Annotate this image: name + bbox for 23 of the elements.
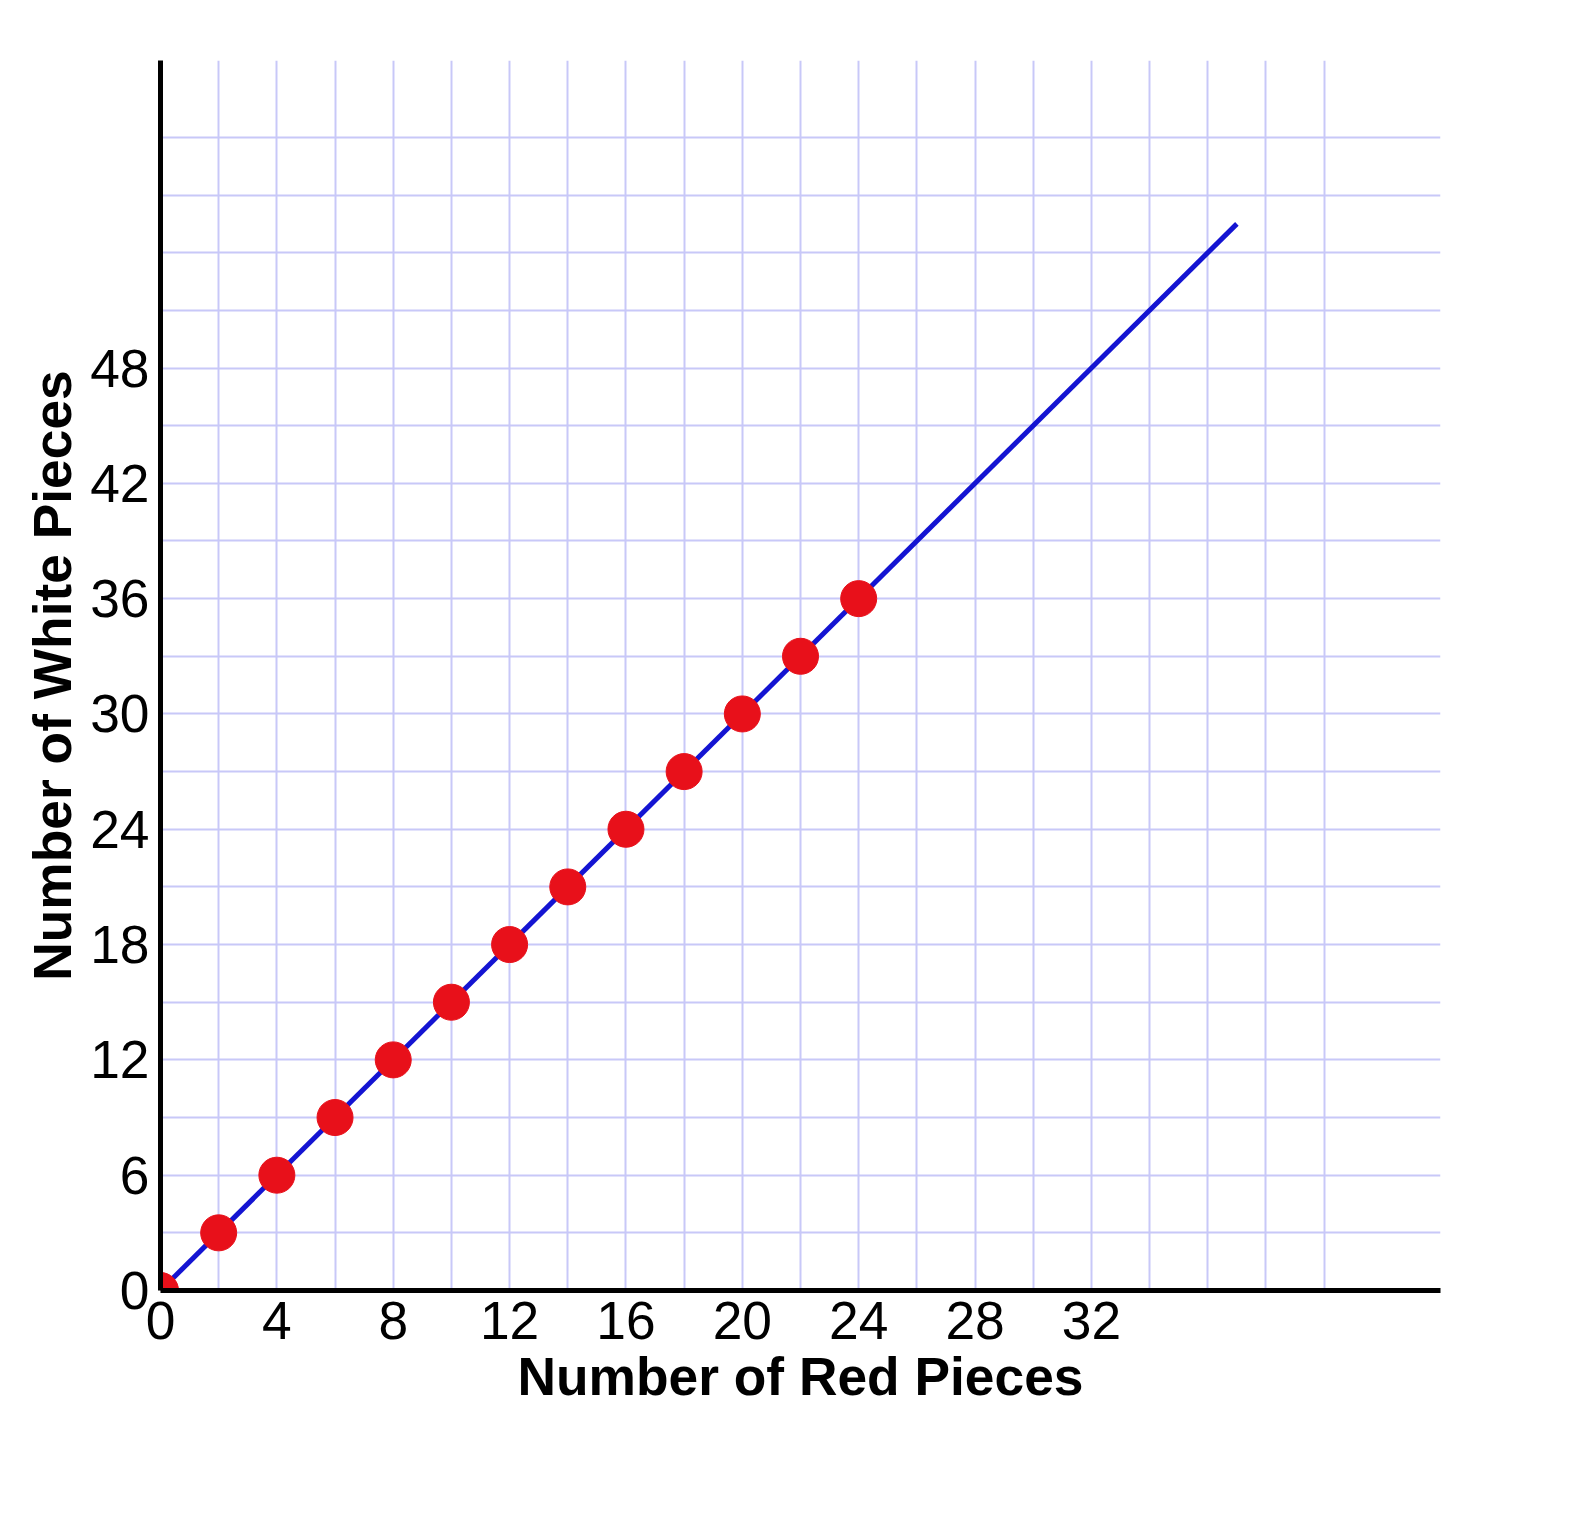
point — [782, 637, 819, 675]
point — [374, 1041, 412, 1079]
y-tick-label: 18 — [90, 915, 150, 975]
y-tick-label: 24 — [90, 799, 150, 859]
y-tick-label: 36 — [90, 569, 150, 629]
y-tick-label: 12 — [90, 1030, 150, 1090]
point — [549, 868, 587, 906]
x-tick-label: 8 — [378, 1290, 409, 1350]
point — [258, 1156, 296, 1194]
y-tick-label: 6 — [119, 1145, 150, 1205]
point — [840, 580, 878, 618]
point — [607, 810, 645, 848]
point — [316, 1099, 354, 1136]
point — [665, 753, 703, 791]
point — [491, 926, 529, 964]
y-tick-label: 42 — [90, 453, 150, 513]
point — [200, 1214, 238, 1252]
y-axis-title: Number of White Pieces — [23, 370, 83, 981]
point — [723, 695, 761, 733]
y-tick-label: 48 — [90, 338, 150, 398]
y-tick-label: 30 — [90, 684, 150, 744]
point — [432, 983, 470, 1021]
x-tick-label: 4 — [262, 1290, 292, 1350]
